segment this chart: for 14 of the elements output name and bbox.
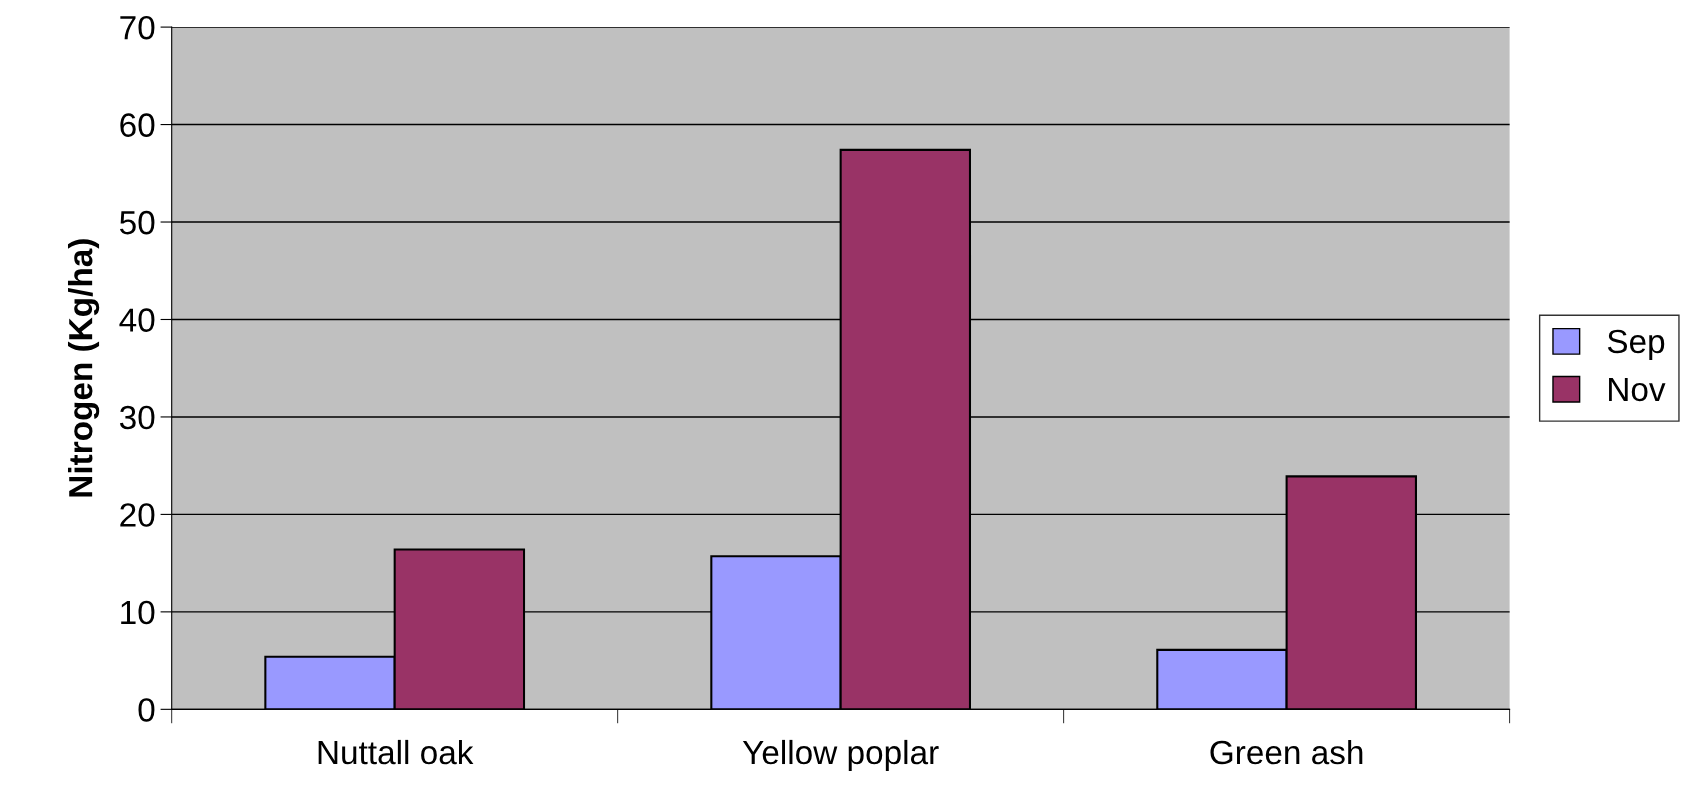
y-tick-label: 50 — [119, 210, 155, 235]
legend-label: Nov — [1609, 377, 1666, 402]
y-tick-label: 0 — [138, 698, 155, 722]
x-tick-label: Yellow poplar — [742, 739, 939, 771]
y-tick-label: 40 — [119, 308, 155, 332]
y-tick-label: 20 — [120, 503, 155, 527]
x-tick-label: Nuttall oak — [318, 739, 474, 765]
y-tick-label: 10 — [121, 600, 155, 625]
x-tick-label: Green ash — [1210, 739, 1363, 765]
y-tick-label: 70 — [120, 15, 155, 40]
y-axis-title: Nitrogen (Kg/ha) — [67, 239, 100, 497]
y-tick-label: 60 — [120, 113, 155, 137]
legend-label: Sep — [1607, 329, 1665, 360]
y-tick-label: 30 — [119, 405, 155, 430]
